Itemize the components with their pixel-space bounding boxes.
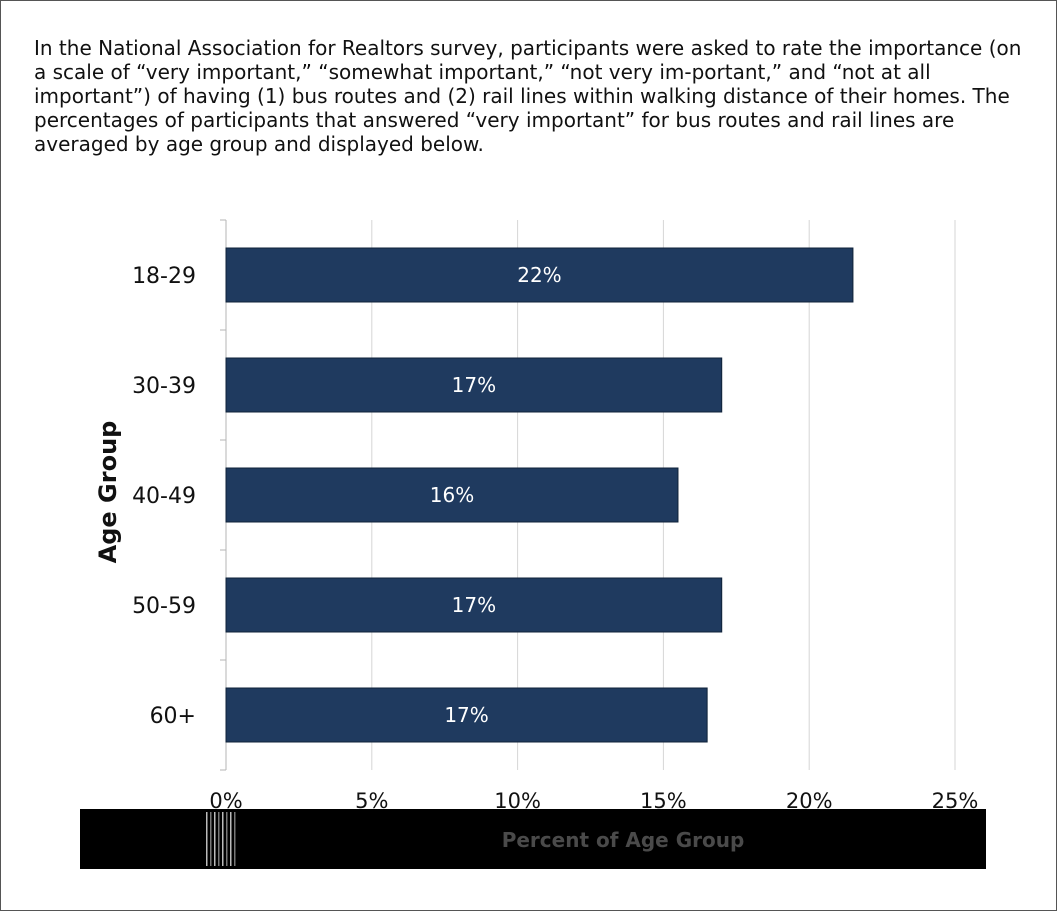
bar — [225, 687, 708, 743]
category-labels: 18-29 30-39 40-49 50-59 60+ — [132, 264, 196, 729]
redaction-stripe — [222, 812, 224, 866]
grid-lines — [220, 219, 956, 771]
y-axis-label: Age Group — [94, 421, 122, 564]
redaction-stripes — [206, 812, 236, 866]
bar-data-label: 17% — [444, 703, 488, 727]
redaction-stripe — [218, 812, 220, 866]
redaction-stripe — [234, 812, 236, 866]
bar — [225, 577, 723, 633]
bar — [225, 467, 679, 523]
bar — [225, 247, 854, 303]
category-label: 30-39 — [132, 374, 196, 399]
category-label: 60+ — [150, 704, 196, 729]
redaction-stripe — [230, 812, 232, 866]
bar-data-label: 16% — [430, 483, 474, 507]
bar — [225, 357, 723, 413]
bar-data-label: 22% — [517, 263, 561, 287]
redaction-stripe — [210, 812, 212, 866]
bars: 22% 17% 16% 17% 17% — [225, 247, 854, 743]
category-label: 50-59 — [132, 594, 196, 619]
category-label: 40-49 — [132, 484, 196, 509]
redaction-stripe — [226, 812, 228, 866]
x-axis-label: Percent of Age Group — [502, 828, 745, 852]
redaction-stripe — [206, 812, 208, 866]
intro-paragraph: In the National Association for Realtors… — [34, 36, 1022, 156]
bar-data-label: 17% — [452, 593, 496, 617]
category-label: 18-29 — [132, 264, 196, 289]
redaction-stripe — [214, 812, 216, 866]
bar-data-label: 17% — [452, 373, 496, 397]
